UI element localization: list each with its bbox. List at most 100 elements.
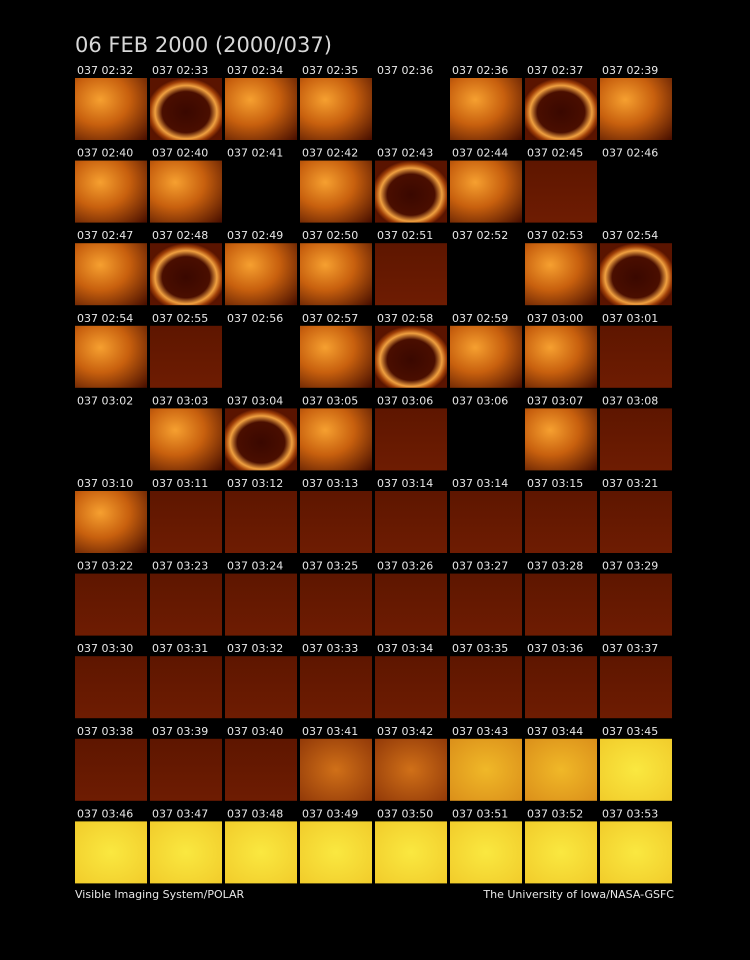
panel-label: 037 03:07 [527,394,583,407]
panel-label: 037 02:53 [527,229,583,242]
panel-image [75,738,147,801]
panel-label: 037 02:45 [527,147,583,160]
panel-image [225,656,297,719]
footer-right: The University of Iowa/NASA-GSFC [482,888,674,901]
panel-label: 037 03:49 [302,807,358,820]
panel-image [450,573,522,636]
title: 06 FEB 2000 (2000/037) [75,33,332,57]
panel-label: 037 03:35 [452,642,508,655]
panel-image [300,491,372,553]
panel-image [525,656,597,719]
panel-label: 037 02:40 [77,147,133,160]
panel-label: 037 02:57 [302,312,358,325]
panel-image [75,491,147,553]
panel-label: 037 02:54 [77,312,133,325]
panel-label: 037 03:29 [602,560,658,573]
panel-label: 037 02:34 [227,64,283,77]
panel-image [300,78,372,140]
panel-label: 037 03:34 [377,642,433,655]
panel-image [525,821,597,884]
panel-label: 037 02:56 [227,312,283,325]
panel-image [600,78,672,140]
panel-label: 037 02:32 [77,64,133,77]
panel-label: 037 03:41 [302,725,358,738]
panel-image [225,408,297,471]
panel-label: 037 03:02 [77,394,133,407]
panel-label: 037 03:45 [602,725,658,738]
panel-image [225,573,297,636]
panel-label: 037 03:13 [302,477,358,490]
panel-image [450,78,522,140]
panel-label: 037 03:25 [302,560,358,573]
panel-image [450,408,522,471]
panel-label: 037 02:36 [377,64,433,77]
panel-image [300,408,372,471]
panel-label: 037 03:04 [227,394,283,407]
panel-image [525,160,597,223]
panel-label: 037 03:06 [377,394,433,407]
panel-image [150,243,222,306]
panel-image [225,160,297,223]
panel-image [150,821,222,884]
panel-label: 037 02:51 [377,229,433,242]
panel-image [525,78,597,140]
panel-image [375,656,447,719]
panel-image [300,573,372,636]
panel-label: 037 02:50 [302,229,358,242]
panel-image [75,325,147,388]
panel-label: 037 03:05 [302,394,358,407]
panel-image [375,738,447,801]
panel-label: 037 03:23 [152,560,208,573]
panel-image [375,408,447,471]
panel-label: 037 03:53 [602,807,658,820]
panel-image [150,573,222,636]
panel-image [375,78,447,140]
panel-image [75,78,147,140]
panel-label: 037 02:49 [227,229,283,242]
panel-image [300,325,372,388]
panel-label: 037 03:03 [152,394,208,407]
panel-image [150,491,222,553]
panel-label: 037 03:21 [602,477,658,490]
panel-image [300,243,372,306]
panel-label: 037 03:39 [152,725,208,738]
panel-label: 037 02:40 [152,147,208,160]
panel-label: 037 03:40 [227,725,283,738]
panel-label: 037 03:06 [452,394,508,407]
panel-label: 037 02:44 [452,147,508,160]
panel-label: 037 02:33 [152,64,208,77]
panel-image [525,325,597,388]
panel-label: 037 03:24 [227,560,283,573]
footer-left: Visible Imaging System/POLAR [75,888,245,901]
panel-image [150,78,222,140]
panel-image [75,243,147,306]
panel-label: 037 03:32 [227,642,283,655]
panel-label: 037 03:48 [227,807,283,820]
panel-label: 037 03:50 [377,807,433,820]
panel-image [300,821,372,884]
panel-image [450,325,522,388]
panel-label: 037 02:52 [452,229,508,242]
panel-label: 037 03:44 [527,725,583,738]
panel-image [150,160,222,223]
panel-image [300,738,372,801]
panel-image [450,656,522,719]
panel-label: 037 03:36 [527,642,583,655]
panel-label: 037 03:46 [77,807,133,820]
panel-image [75,821,147,884]
panel-image [600,573,672,636]
panel-label: 037 03:28 [527,560,583,573]
panel-label: 037 02:59 [452,312,508,325]
panel-label: 037 02:58 [377,312,433,325]
panel-image [375,573,447,636]
panel-image [150,325,222,388]
panel-label: 037 03:01 [602,312,658,325]
panel-label: 037 03:11 [152,477,208,490]
panel-image [600,160,672,223]
panel-image [600,408,672,471]
panel-label: 037 03:37 [602,642,658,655]
panel-label: 037 03:52 [527,807,583,820]
panel-label: 037 03:27 [452,560,508,573]
panel-image [300,160,372,223]
